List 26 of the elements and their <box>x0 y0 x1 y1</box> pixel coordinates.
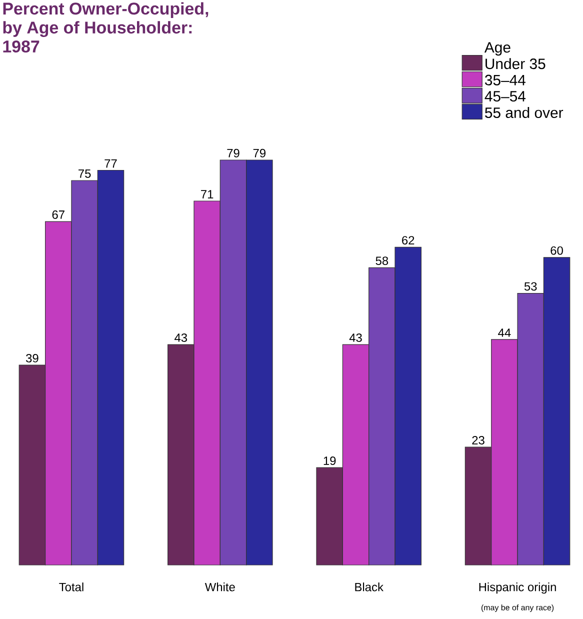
data-label: 19 <box>324 456 336 465</box>
data-label: 58 <box>376 256 388 266</box>
data-label: 43 <box>174 333 188 342</box>
x-tick-label: Black <box>355 582 384 592</box>
data-label: 39 <box>26 354 38 362</box>
legend-label: Under 35 <box>486 58 546 70</box>
x-tick-label: Total <box>59 582 84 592</box>
x-tick-label: White <box>204 582 235 592</box>
data-label: 44 <box>498 328 511 337</box>
data-label: 67 <box>52 210 64 219</box>
data-label: 62 <box>402 236 414 245</box>
data-label: 79 <box>253 148 266 158</box>
data-label: 71 <box>201 190 214 198</box>
legend-label: 45–54 <box>484 91 526 102</box>
legend-label: 35–44 <box>484 74 526 86</box>
data-label: 60 <box>550 246 563 255</box>
data-label: 79 <box>227 148 240 158</box>
data-label: 53 <box>524 282 537 291</box>
data-label: 23 <box>472 436 484 444</box>
chart-title: Percent Owner-Occupied, by Age of Householder: 1987 <box>3 2 208 52</box>
data-label: 77 <box>104 159 117 168</box>
legend-label: 55 and over <box>485 107 564 118</box>
data-label: 43 <box>349 333 362 342</box>
x-tick-label: Hispanic origin <box>479 582 556 594</box>
data-label: 75 <box>78 170 91 178</box>
legend-title: Age <box>484 42 510 56</box>
